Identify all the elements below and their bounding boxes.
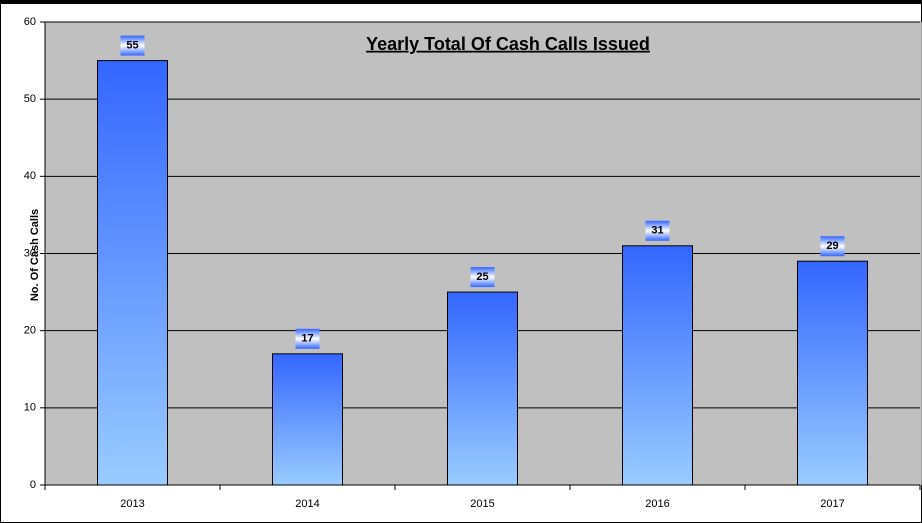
data-label-box xyxy=(645,220,670,241)
data-label: 25 xyxy=(476,271,488,283)
y-tick-label: 60 xyxy=(24,16,36,28)
bar xyxy=(97,60,168,486)
bar xyxy=(797,260,868,486)
x-tick-label: 2016 xyxy=(645,498,669,510)
y-axis-label: No. Of Cash Calls xyxy=(29,209,41,301)
y-tick-label: 50 xyxy=(24,93,36,105)
data-label-box xyxy=(295,328,320,349)
data-label: 31 xyxy=(651,225,663,237)
data-label-box xyxy=(820,236,845,257)
bar xyxy=(272,353,343,486)
data-label: 55 xyxy=(126,39,138,51)
y-tick-label: 10 xyxy=(24,402,36,414)
y-tick-label: 0 xyxy=(30,479,36,491)
x-tick-label: 2015 xyxy=(470,498,494,510)
data-label-box xyxy=(470,267,495,288)
chart-title: Yearly Total Of Cash Calls Issued xyxy=(366,34,650,54)
data-label: 29 xyxy=(826,240,838,252)
data-label: 17 xyxy=(301,333,313,345)
x-tick-label: 2013 xyxy=(120,498,144,510)
y-tick-label: 30 xyxy=(24,247,36,259)
x-tick-label: 2017 xyxy=(820,498,844,510)
top-border xyxy=(0,0,922,4)
bar xyxy=(622,245,693,486)
x-tick-label: 2014 xyxy=(295,498,319,510)
y-tick-label: 40 xyxy=(24,170,36,182)
bar xyxy=(447,291,518,486)
y-tick-label: 20 xyxy=(24,325,36,337)
data-label-box xyxy=(120,35,145,56)
